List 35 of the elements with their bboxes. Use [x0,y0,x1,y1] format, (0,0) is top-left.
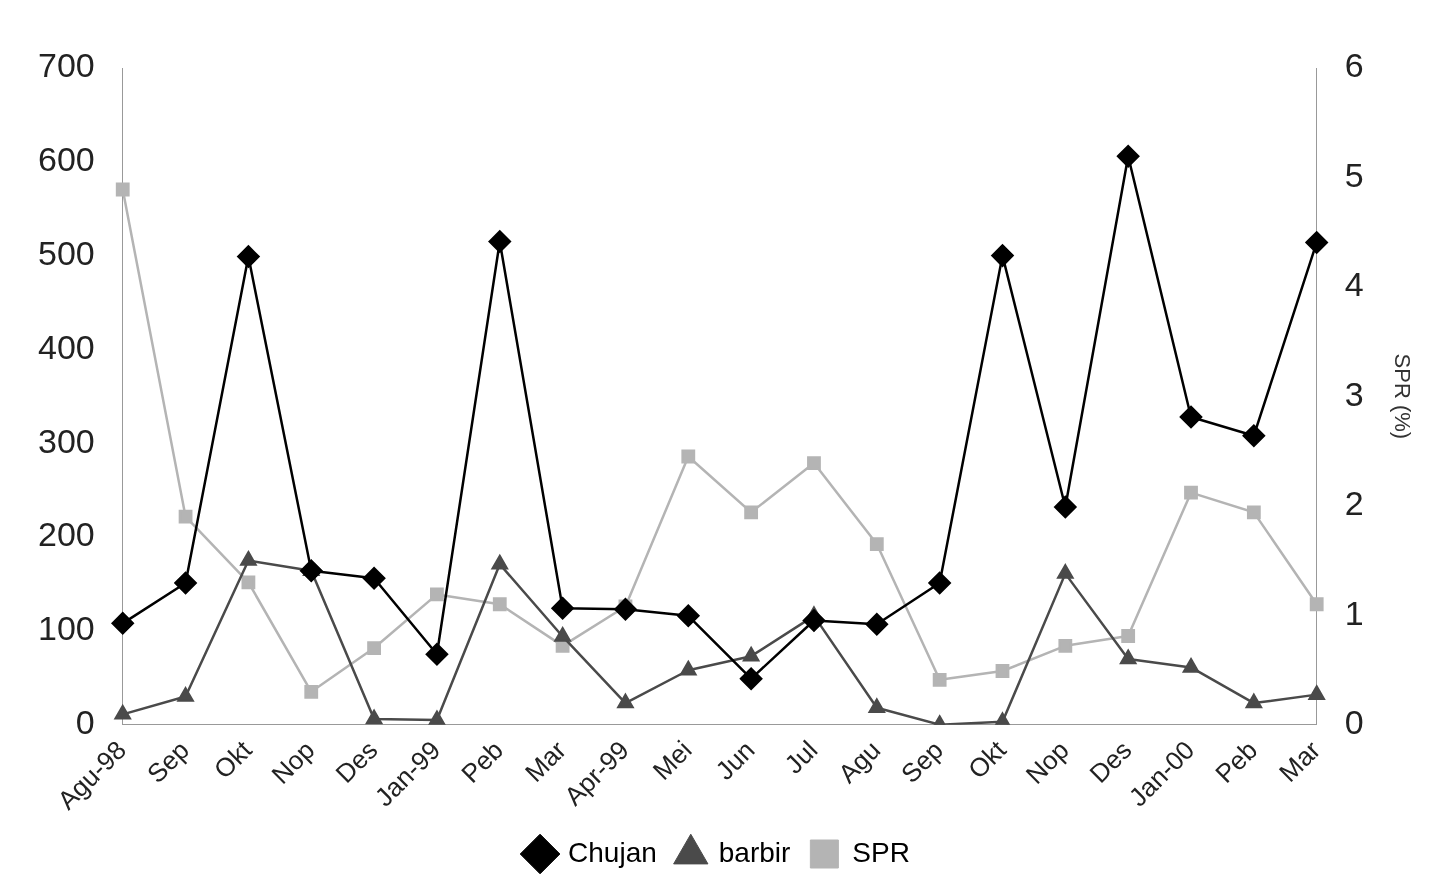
y2-tick-label: 0 [1344,703,1364,742]
x-tick-label: Peb [1209,734,1264,789]
x-tick-label: Mei [646,734,698,786]
y2-tick-label: 4 [1344,265,1364,304]
x-tick-label: Nop [1019,734,1075,790]
x-tick-label: Sep [140,734,195,789]
x-tick-label: Okt [961,734,1013,785]
x-tick-label: Peb [455,734,510,789]
x-tick-label: Nop [265,734,321,790]
legend-label: barbir [718,836,791,868]
y2-tick-label: 5 [1344,155,1364,194]
y2-axis-title: SPR (%) [1389,353,1415,440]
legend-label: SPR [852,836,910,868]
x-tick-label: Des [329,734,384,789]
y-tick-label: 100 [37,609,95,648]
y-tick-label: 400 [37,327,95,366]
y2-tick-label: 2 [1344,484,1364,523]
x-tick-label: Okt [207,734,259,785]
x-tick-label: Jul [778,734,824,780]
y2-tick-label: 3 [1344,374,1364,413]
x-tick-label: Mar [519,734,573,788]
y-tick-label: 300 [37,421,95,460]
x-tick-label: Mar [1273,734,1327,788]
y2-tick-label: 6 [1344,46,1364,85]
x-tick-label: Des [1083,734,1138,789]
x-tick-label: Agu [832,734,887,789]
y-tick-label: 200 [37,515,95,554]
x-tick-label: Jun [709,734,761,786]
legend-label: Chujan [568,836,657,868]
x-tick-label: Sep [895,734,949,789]
y-tick-label: 600 [37,140,95,179]
y-tick-label: 700 [37,46,95,85]
y-tick-label: 0 [75,703,95,742]
y-tick-label: 500 [37,233,95,272]
y2-tick-label: 1 [1344,593,1364,632]
